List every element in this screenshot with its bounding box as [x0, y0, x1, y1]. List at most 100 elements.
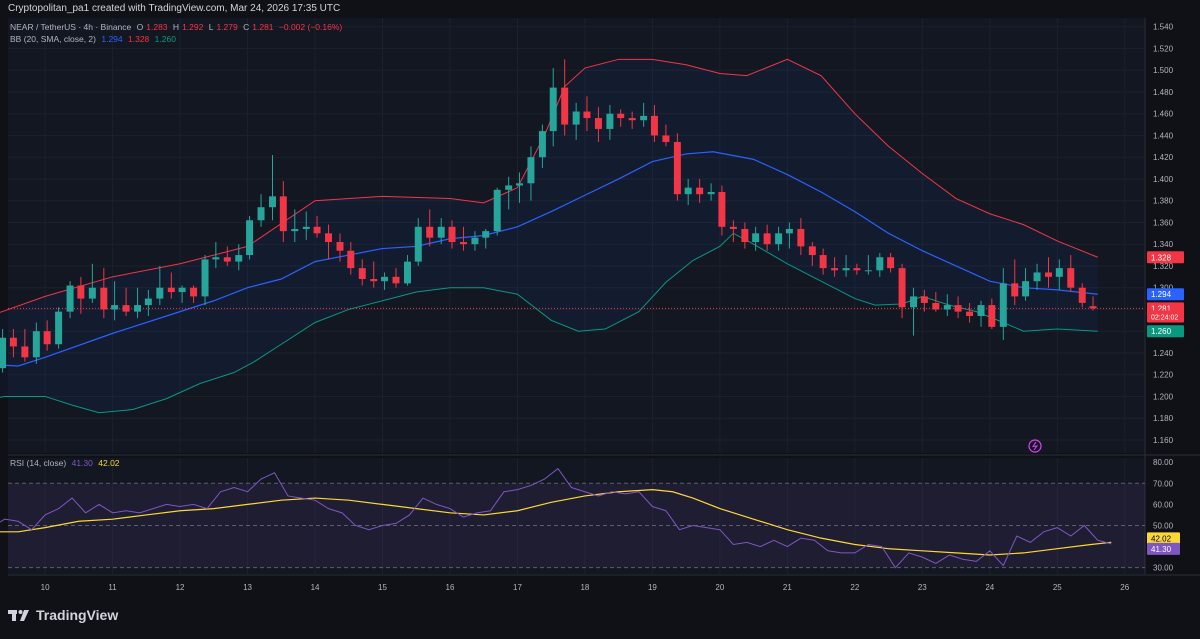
- candle-up[interactable]: [505, 185, 513, 190]
- candle-down[interactable]: [594, 118, 602, 129]
- candle-down[interactable]: [392, 276, 400, 284]
- candle-down[interactable]: [190, 287, 198, 297]
- candle-up[interactable]: [785, 228, 793, 234]
- candle-down[interactable]: [459, 242, 467, 245]
- candle-down[interactable]: [370, 279, 378, 282]
- candle-down[interactable]: [1078, 287, 1086, 303]
- symbol-label[interactable]: NEAR / TetherUS · 4h · Binance: [10, 22, 132, 32]
- candle-down[interactable]: [650, 115, 658, 136]
- candle-down[interactable]: [988, 305, 996, 327]
- candle-up[interactable]: [538, 131, 546, 158]
- candle-up[interactable]: [515, 183, 523, 186]
- candle-up[interactable]: [1022, 281, 1030, 297]
- candle-down[interactable]: [448, 226, 456, 243]
- candle-up[interactable]: [66, 285, 74, 312]
- candle-up[interactable]: [707, 192, 715, 195]
- candle-down[interactable]: [347, 250, 355, 269]
- candle-up[interactable]: [1033, 272, 1041, 282]
- candle-up[interactable]: [640, 115, 648, 121]
- candle-up[interactable]: [0, 337, 7, 369]
- candle-up[interactable]: [999, 283, 1007, 327]
- candle-up[interactable]: [437, 226, 445, 238]
- candle-up[interactable]: [752, 233, 760, 243]
- candle-down[interactable]: [954, 305, 962, 312]
- candle-up[interactable]: [910, 296, 918, 308]
- candle-up[interactable]: [876, 257, 884, 271]
- candle-up[interactable]: [864, 270, 872, 272]
- candle-down[interactable]: [336, 242, 344, 251]
- tradingview-brand[interactable]: TradingView: [8, 603, 118, 627]
- candle-up[interactable]: [977, 305, 985, 316]
- candle-up[interactable]: [235, 255, 243, 262]
- candle-up[interactable]: [156, 287, 164, 299]
- candle-down[interactable]: [167, 287, 175, 293]
- candle-down[interactable]: [583, 111, 591, 119]
- candle-down[interactable]: [853, 268, 861, 271]
- candle-down[interactable]: [887, 257, 895, 269]
- candle-up[interactable]: [381, 276, 389, 282]
- candle-up[interactable]: [178, 287, 186, 293]
- candle-down[interactable]: [279, 196, 287, 232]
- candle-up[interactable]: [482, 231, 490, 238]
- candle-up[interactable]: [943, 305, 951, 310]
- candle-down[interactable]: [313, 226, 321, 234]
- candle-up[interactable]: [291, 228, 299, 232]
- candle-up[interactable]: [302, 226, 310, 229]
- candle-down[interactable]: [808, 246, 816, 256]
- candle-down[interactable]: [718, 192, 726, 227]
- candle-up[interactable]: [134, 305, 142, 312]
- candle-down[interactable]: [797, 228, 805, 247]
- candle-up[interactable]: [842, 268, 850, 271]
- candle-up[interactable]: [549, 87, 557, 132]
- candle-down[interactable]: [763, 233, 771, 245]
- candle-down[interactable]: [673, 141, 681, 195]
- candle-down[interactable]: [966, 311, 974, 316]
- candle-down[interactable]: [932, 302, 940, 310]
- candle-down[interactable]: [920, 296, 928, 303]
- candle-down[interactable]: [426, 226, 434, 238]
- candle-down[interactable]: [617, 113, 625, 119]
- candle-up[interactable]: [527, 157, 535, 184]
- candle-up[interactable]: [775, 233, 783, 245]
- candle-down[interactable]: [325, 233, 333, 243]
- candle-down[interactable]: [561, 87, 569, 125]
- candle-down[interactable]: [100, 287, 108, 310]
- candle-up[interactable]: [201, 259, 209, 297]
- candle-down[interactable]: [77, 285, 85, 299]
- candle-down[interactable]: [9, 337, 17, 347]
- candle-down[interactable]: [43, 331, 51, 345]
- candle-down[interactable]: [831, 268, 839, 271]
- candle-up[interactable]: [144, 298, 152, 306]
- candle-up[interactable]: [257, 207, 265, 221]
- candle-up[interactable]: [471, 237, 479, 245]
- candle-down[interactable]: [358, 268, 366, 279]
- candle-up[interactable]: [493, 189, 501, 232]
- lightning-icon[interactable]: [1028, 439, 1042, 453]
- candle-down[interactable]: [819, 255, 827, 269]
- bb-legend[interactable]: BB (20, SMA, close, 2) 1.294 1.328 1.260: [10, 34, 179, 44]
- candle-up[interactable]: [88, 287, 96, 299]
- candle-up[interactable]: [572, 111, 580, 125]
- candle-down[interactable]: [628, 118, 636, 121]
- candle-down[interactable]: [898, 268, 906, 308]
- candle-down[interactable]: [223, 257, 231, 262]
- candle-up[interactable]: [212, 257, 220, 260]
- candle-down[interactable]: [122, 305, 130, 312]
- candle-up[interactable]: [1055, 268, 1063, 277]
- candle-down[interactable]: [1045, 272, 1053, 277]
- candle-up[interactable]: [414, 226, 422, 262]
- candle-down[interactable]: [741, 228, 749, 243]
- candle-up[interactable]: [246, 220, 254, 256]
- main-pane-bg[interactable]: [8, 18, 1145, 453]
- candle-up[interactable]: [403, 261, 411, 284]
- candle-up[interactable]: [111, 305, 119, 310]
- candle-up[interactable]: [32, 331, 40, 358]
- candle-up[interactable]: [269, 196, 277, 208]
- candle-down[interactable]: [696, 187, 704, 195]
- rsi-legend[interactable]: RSI (14, close) 41.30 42.02: [10, 458, 123, 468]
- candle-down[interactable]: [21, 346, 29, 358]
- candle-up[interactable]: [55, 311, 63, 345]
- candle-down[interactable]: [1089, 306, 1097, 309]
- candle-up[interactable]: [606, 113, 614, 129]
